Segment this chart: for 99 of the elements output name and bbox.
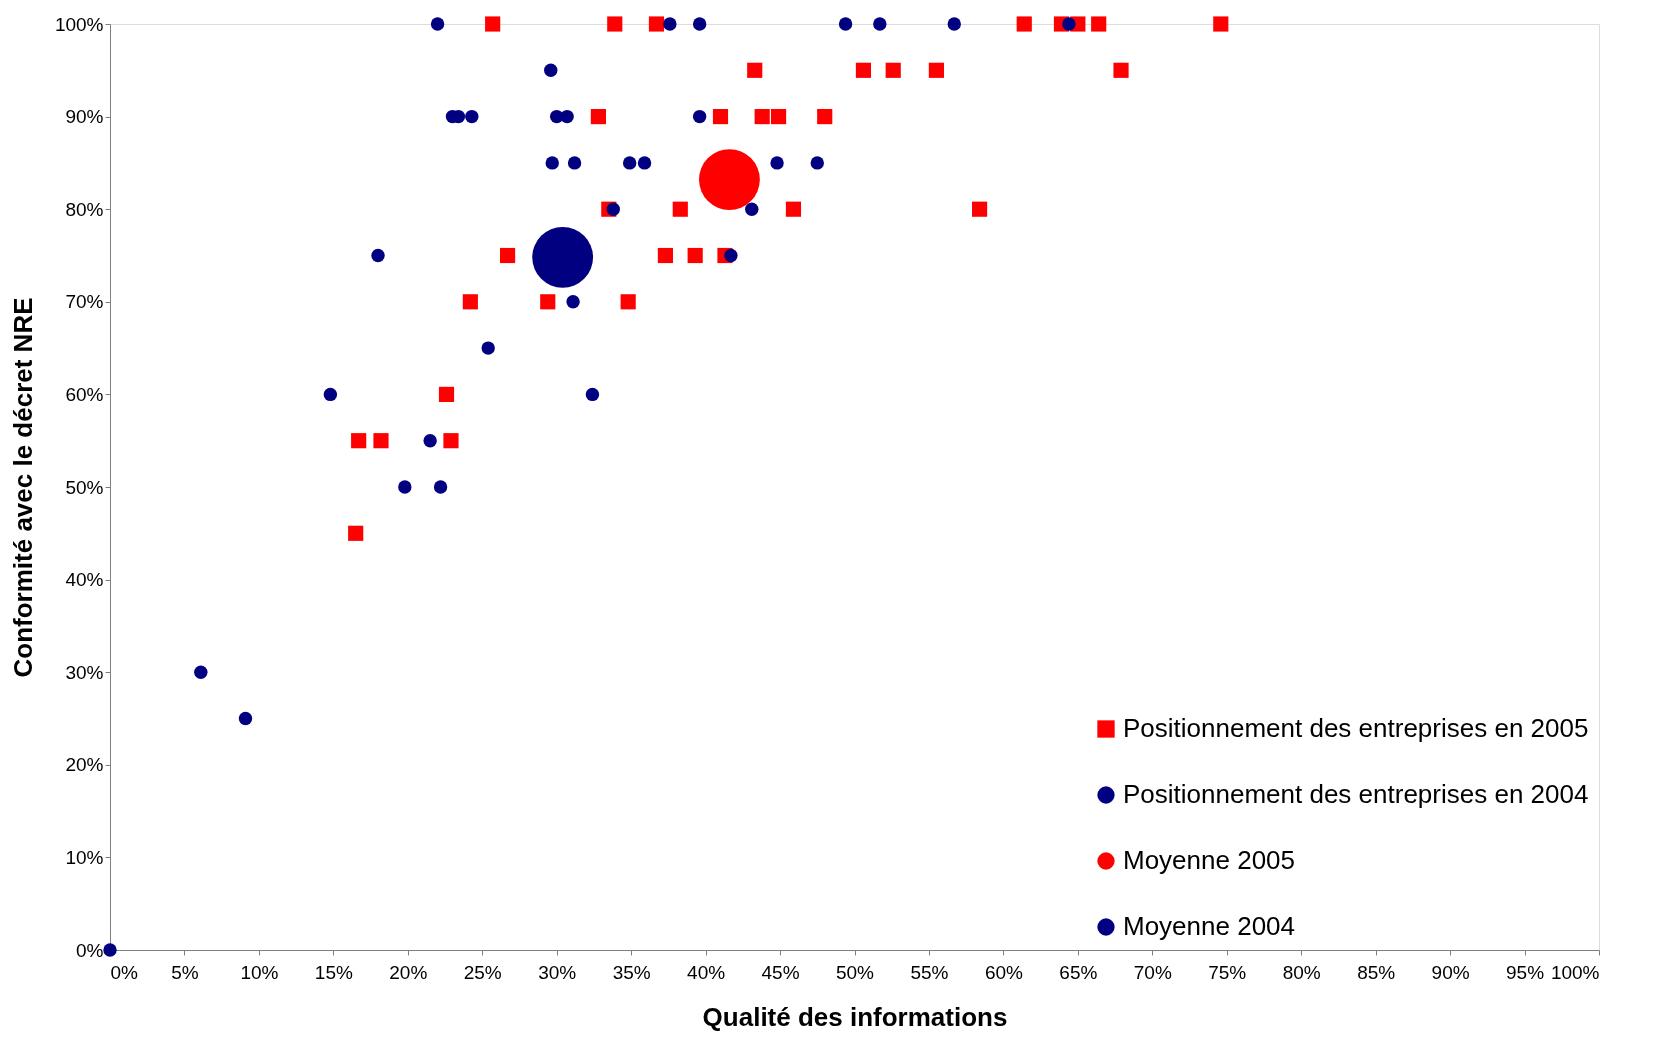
legend-label: Moyenne 2004: [1123, 911, 1296, 941]
point: [560, 109, 574, 124]
point: [443, 433, 459, 449]
x-tick-label: 50%: [835, 961, 875, 983]
point: [465, 109, 479, 124]
point: [712, 109, 729, 125]
x-tick-label: 65%: [1059, 961, 1098, 983]
point: [373, 433, 389, 449]
point: [1062, 17, 1076, 31]
point: [398, 480, 412, 494]
y-tick-label: 50%: [65, 476, 104, 498]
y-tick-label: 10%: [65, 846, 104, 868]
x-axis-title: Qualité des informations: [702, 1001, 1008, 1032]
point: [838, 17, 853, 31]
point: [481, 341, 495, 355]
x-tick-label: 60%: [984, 961, 1024, 983]
y-tick-label: 90%: [65, 106, 104, 128]
point: [1091, 16, 1107, 32]
y-tick-label: 70%: [65, 291, 104, 313]
point: [590, 109, 606, 125]
point: [371, 248, 385, 263]
x-tick-label: 15%: [314, 961, 353, 983]
point: [238, 711, 253, 726]
point: [637, 156, 652, 170]
point: [499, 247, 516, 264]
point: [462, 294, 478, 310]
x-tick-label: 45%: [761, 961, 800, 983]
point: [606, 202, 620, 216]
point: [433, 480, 448, 494]
point: [873, 17, 887, 31]
x-tick-label: 30%: [538, 961, 577, 983]
x-tick-label: 75%: [1208, 961, 1247, 983]
legend-label: Moyenne 2005: [1123, 845, 1296, 875]
x-tick-label: 100%: [1550, 961, 1600, 983]
point: [687, 247, 703, 264]
x-tick-label: 90%: [1431, 961, 1470, 983]
x-tick-label: 95%: [1506, 961, 1545, 983]
point: [430, 17, 445, 31]
point: [692, 17, 707, 31]
point: [663, 17, 677, 31]
x-tick-label: 70%: [1133, 961, 1172, 983]
point: [545, 156, 559, 170]
legend-label: Positionnement des entreprises en 2004: [1123, 779, 1589, 809]
point: [810, 156, 824, 170]
point: [672, 201, 688, 217]
x-tick-label: 85%: [1357, 961, 1396, 983]
x-tick-label: 80%: [1282, 961, 1321, 983]
y-tick-label: 20%: [65, 754, 104, 776]
point: [648, 16, 665, 32]
point: [928, 62, 944, 78]
point: [438, 386, 455, 402]
point: [607, 16, 623, 32]
point: [1113, 62, 1129, 78]
y-axis-title: Conformité avec le décret NRE: [7, 297, 38, 678]
point: [1016, 16, 1032, 32]
y-tick-label: 60%: [65, 383, 104, 405]
x-tick-label: 10%: [240, 961, 279, 983]
point: [566, 295, 580, 309]
x-tick-label: 5%: [171, 961, 199, 983]
x-tick-label: 0%: [110, 961, 139, 983]
x-tick-label: 20%: [389, 961, 428, 983]
point: [885, 62, 901, 78]
point: [585, 387, 600, 402]
point: [351, 433, 367, 449]
point: [1213, 16, 1229, 32]
point: [423, 434, 437, 448]
point: [485, 16, 501, 32]
x-tick-label: 55%: [910, 961, 949, 983]
point: [692, 109, 707, 124]
y-tick-label: 100%: [54, 13, 104, 35]
point: [754, 109, 770, 125]
point: [103, 943, 117, 957]
point: [544, 63, 558, 77]
point: [724, 248, 738, 263]
point: [348, 525, 364, 541]
point: [817, 109, 833, 125]
point: [855, 62, 872, 78]
point: [747, 62, 763, 78]
point: [567, 156, 582, 170]
point: [657, 247, 673, 264]
y-tick-label: 40%: [65, 569, 104, 591]
point: [620, 294, 636, 310]
point: [745, 202, 759, 216]
x-tick-label: 25%: [463, 961, 502, 983]
point: [194, 665, 208, 679]
y-tick-label: 80%: [65, 198, 104, 220]
point: [770, 109, 787, 125]
point: [785, 201, 802, 217]
x-tick-label: 35%: [612, 961, 651, 983]
point: [540, 294, 556, 310]
point: [323, 387, 338, 402]
point: [770, 156, 784, 170]
y-tick-label: 0%: [76, 939, 104, 961]
point: [971, 201, 988, 217]
legend-label: Positionnement des entreprises en 2005: [1123, 713, 1589, 743]
point: [947, 17, 961, 31]
point: [622, 156, 637, 170]
y-tick-label: 30%: [65, 661, 104, 683]
x-tick-label: 40%: [687, 961, 726, 983]
